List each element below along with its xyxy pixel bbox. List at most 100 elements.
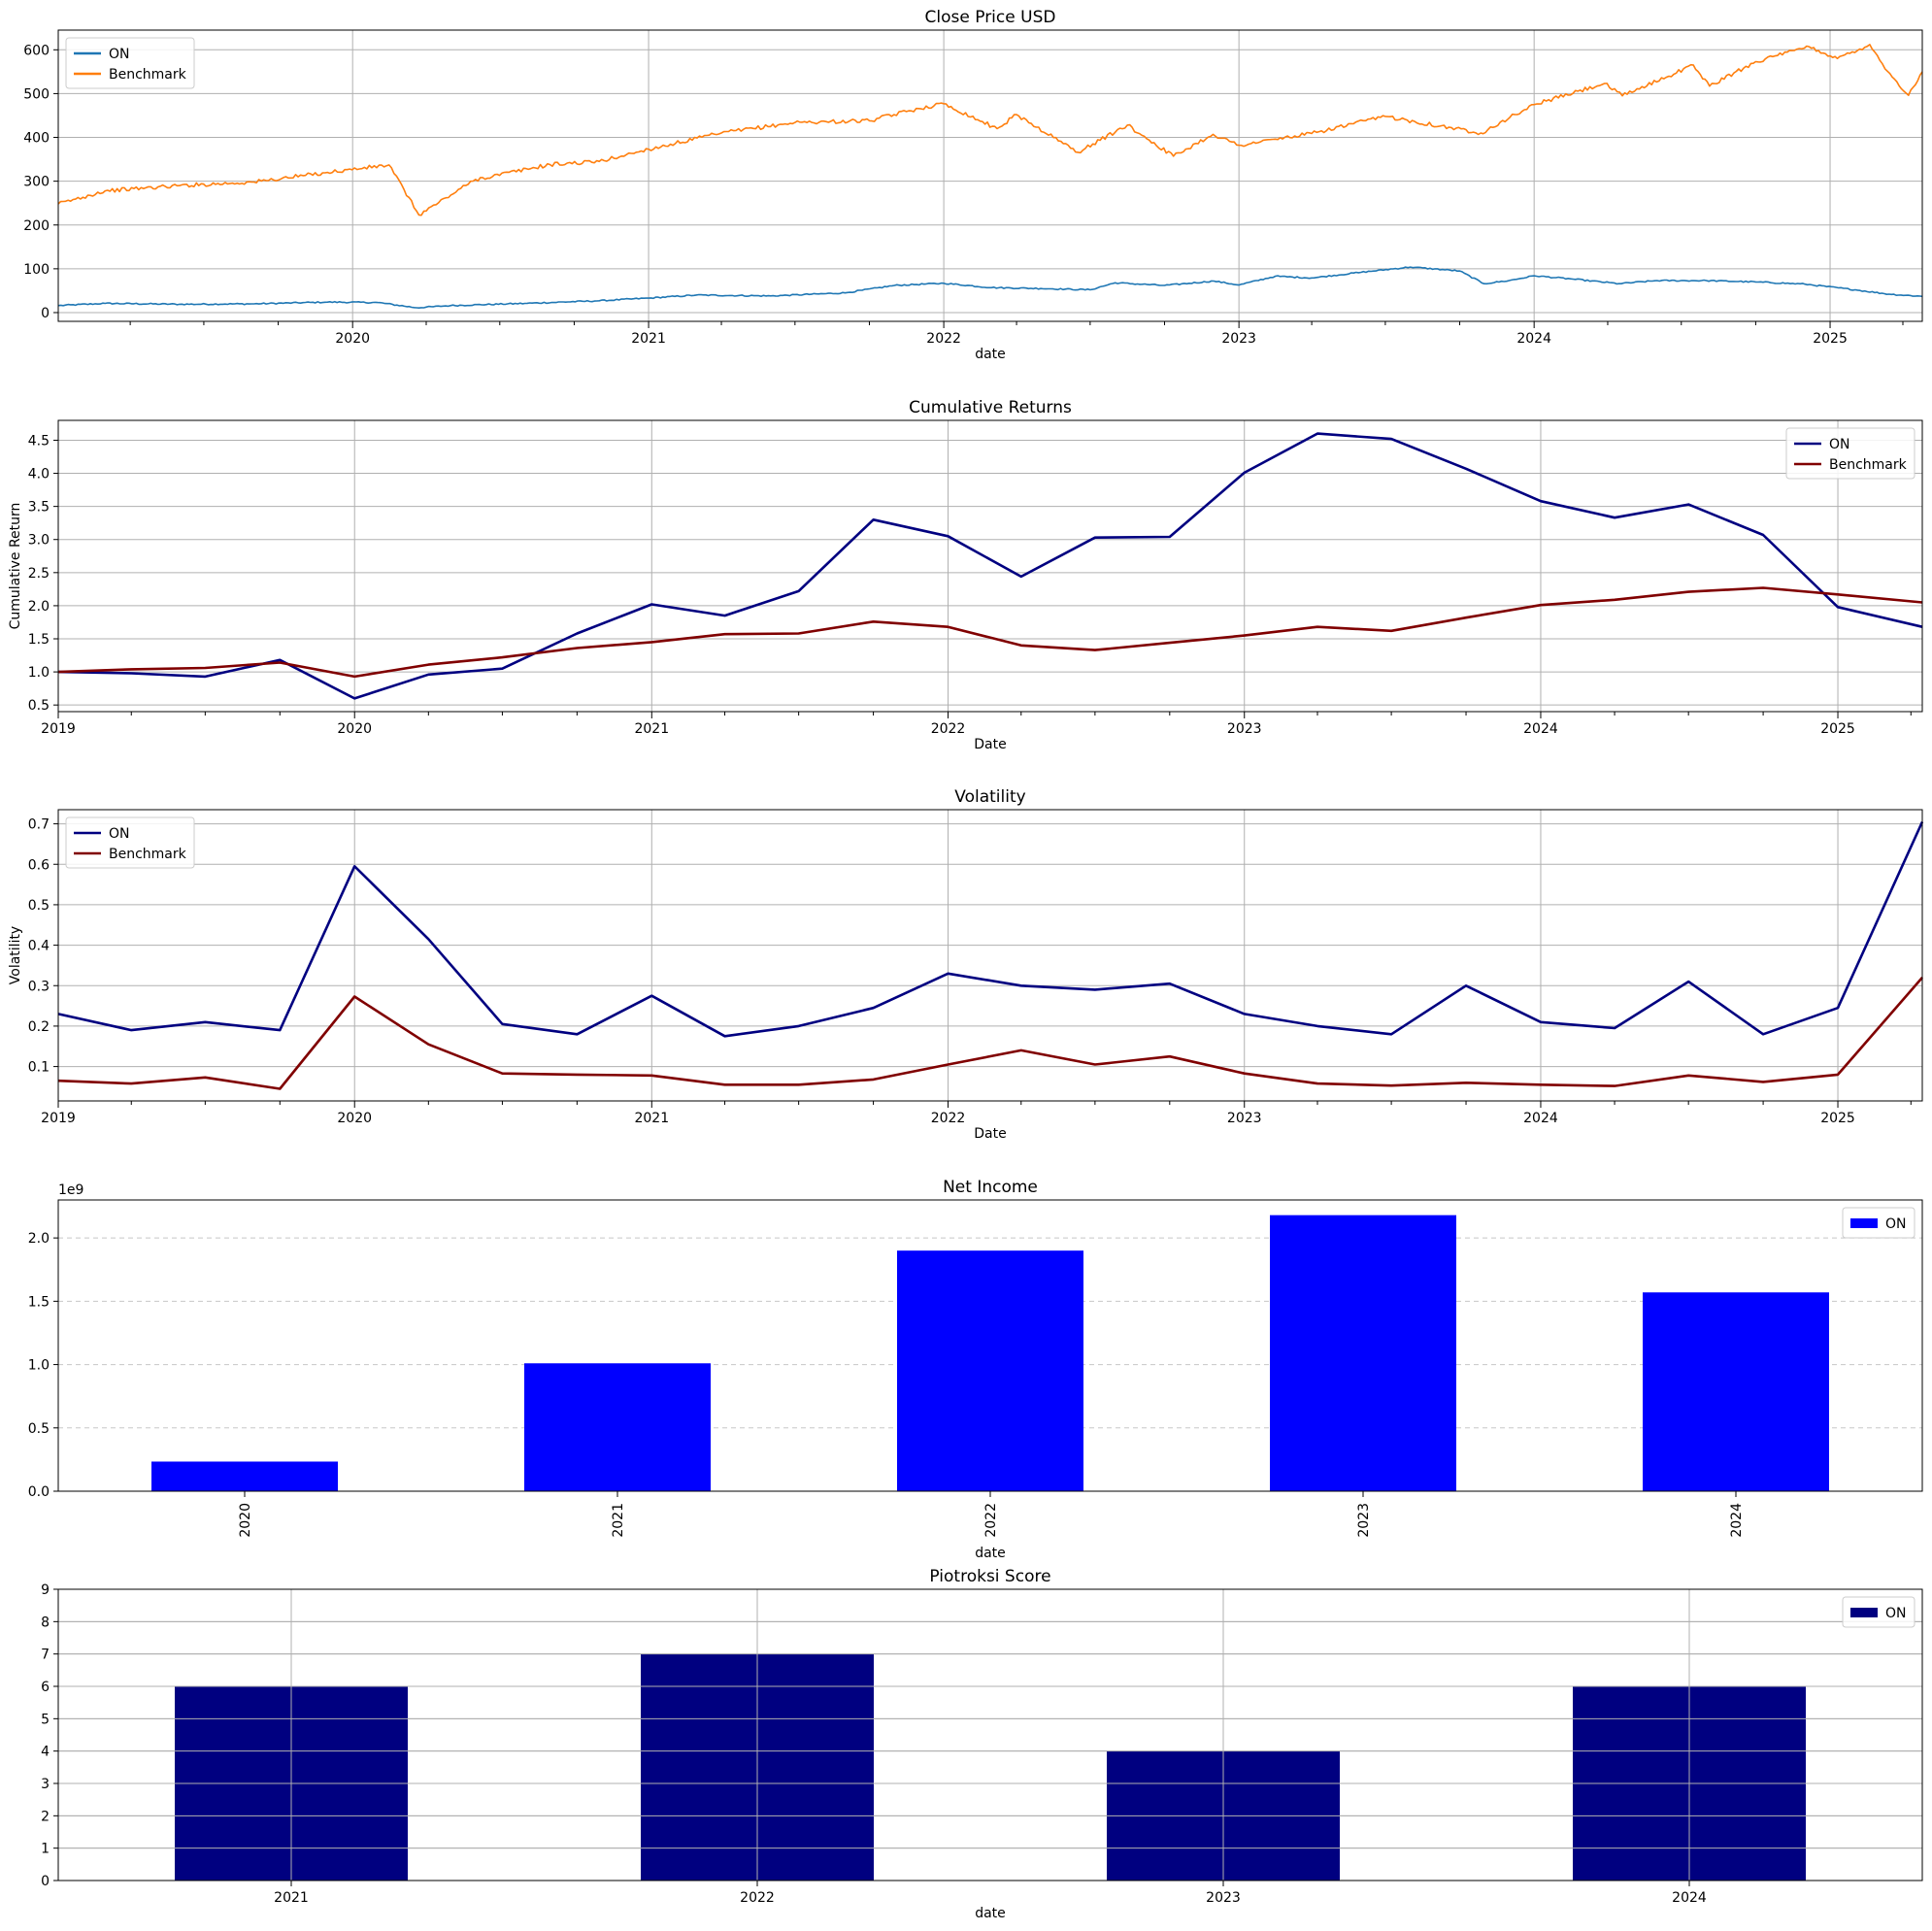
chart-title: Volatility <box>954 787 1025 807</box>
x-axis-label: date <box>975 347 1006 362</box>
y-tick-label: 2.5 <box>28 566 50 582</box>
series-line-benchmark <box>57 586 1923 679</box>
chart-title: Close Price USD <box>925 8 1056 27</box>
bar <box>524 1363 711 1491</box>
x-tick-label: 2025 <box>1820 721 1855 737</box>
legend: ON <box>1842 1596 1915 1628</box>
bar <box>1270 1215 1456 1491</box>
legend-box <box>1842 1596 1915 1628</box>
chart-net-income: 0.0 0.5 1.0 1.5 2.0 2020 2021 2022 2023 2024 1e9 ON… <box>28 1178 1923 1561</box>
chart-title: Piotroksi Score <box>929 1567 1050 1586</box>
y-tick-label: 0.1 <box>28 1060 50 1076</box>
x-tick-label: 2024 <box>1729 1503 1745 1538</box>
legend-label: ON <box>109 47 130 62</box>
y-tick-label: 0.0 <box>28 1484 50 1500</box>
y-tick-label: 0.4 <box>28 939 50 954</box>
x-tick-label: 2023 <box>1221 331 1256 347</box>
x-axis-label: date <box>975 1546 1006 1561</box>
x-tick-label: 2021 <box>611 1503 626 1538</box>
y-tick-label: 2 <box>41 1809 50 1824</box>
legend-label: Benchmark <box>109 67 187 83</box>
y-tick-label: 1.5 <box>28 632 50 648</box>
x-tick-label: 2020 <box>238 1503 253 1538</box>
y-tick-label: 200 <box>23 218 50 234</box>
y-tick-label: 2.0 <box>28 1231 50 1247</box>
x-tick-label: 2024 <box>1523 721 1558 737</box>
x-tick-label: 2023 <box>1227 1111 1262 1126</box>
x-tick-label: 2024 <box>1523 1111 1558 1126</box>
y-tick-label: 600 <box>23 43 50 58</box>
x-tick-label: 2022 <box>983 1503 999 1538</box>
x-axis-label: Date <box>974 1126 1006 1142</box>
series-line-on <box>57 432 1923 700</box>
legend: ON <box>1842 1207 1915 1239</box>
y-tick-label: 0 <box>41 1874 50 1889</box>
legend-box <box>1785 427 1915 480</box>
legend-box <box>1842 1207 1915 1239</box>
bar <box>151 1461 338 1491</box>
x-tick-label: 2019 <box>41 1111 76 1126</box>
legend-label: Benchmark <box>1829 457 1908 473</box>
legend-label: ON <box>1885 1216 1907 1232</box>
x-tick-label: 2023 <box>1206 1890 1241 1906</box>
axes-frame <box>57 29 1923 322</box>
y-tick-label: 1 <box>41 1842 50 1857</box>
legend-box <box>65 816 195 869</box>
y-tick-label: 0.5 <box>28 698 50 714</box>
x-tick-label: 2022 <box>931 721 966 737</box>
legend-label: Benchmark <box>109 847 187 862</box>
chart-volatility: 0.1 0.2 0.3 0.4 0.5 0.6 0.7 2019 2020 2021 2022 202… <box>8 787 1924 1142</box>
legend: ON Benchmark <box>65 37 195 89</box>
x-tick-label: 2021 <box>274 1890 309 1906</box>
legend-swatch <box>1850 1218 1878 1228</box>
y-axis-label: Volatility <box>8 926 23 984</box>
y-tick-label: 4.0 <box>28 467 50 483</box>
chart-cumulative-returns: 0.5 1.0 1.5 2.0 2.5 3.0 3.5 4.0 4.5 2019 2020 2021 2… <box>8 398 1923 752</box>
x-tick-label: 2021 <box>634 721 669 737</box>
y-tick-label: 5 <box>41 1712 50 1727</box>
legend-label: ON <box>109 826 130 842</box>
x-tick-label: 2021 <box>631 331 666 347</box>
y-tick-label: 100 <box>23 262 50 278</box>
x-tick-label: 2024 <box>1672 1890 1707 1906</box>
y-tick-label: 4.5 <box>28 433 50 449</box>
chart-title: Cumulative Returns <box>909 398 1072 417</box>
x-tick-label: 2020 <box>335 331 370 347</box>
x-tick-label: 2023 <box>1356 1503 1372 1538</box>
y-tick-label: 0.3 <box>28 979 50 994</box>
x-axis-label: date <box>975 1906 1006 1921</box>
legend: ON Benchmark <box>65 816 195 869</box>
x-tick-label: 2022 <box>740 1890 775 1906</box>
y-tick-label: 7 <box>41 1648 50 1663</box>
legend: ON Benchmark <box>1785 427 1915 480</box>
y-tick-label: 1.0 <box>28 1358 50 1374</box>
y-tick-label: 0.2 <box>28 1019 50 1035</box>
chart-piotroksi-score: 0 1 2 3 4 5 6 7 8 9 2021 2022 2023 2024 ON Piotroksi Sc… <box>41 1567 1923 1921</box>
chart-title: Net Income <box>943 1178 1038 1197</box>
x-axis-label: Date <box>974 737 1006 752</box>
x-tick-label: 2021 <box>634 1111 669 1126</box>
y-tick-label: 1.5 <box>28 1294 50 1310</box>
y-tick-label: 6 <box>41 1680 50 1695</box>
x-tick-label: 2025 <box>1820 1111 1855 1126</box>
x-tick-label: 2022 <box>926 331 961 347</box>
series-line-benchmark <box>57 977 1923 1090</box>
axes-frame <box>57 419 1923 713</box>
legend-label: ON <box>1829 437 1850 452</box>
x-tick-label: 2025 <box>1813 331 1848 347</box>
y-tick-label: 0.5 <box>28 898 50 914</box>
y-tick-label: 300 <box>23 175 50 190</box>
series-line-on <box>57 820 1924 1038</box>
series-line-benchmark <box>57 44 1923 216</box>
axes-frame <box>57 809 1923 1102</box>
y-tick-label: 500 <box>23 86 50 102</box>
x-tick-label: 2020 <box>337 1111 372 1126</box>
y-axis-label: Cumulative Return <box>8 503 23 630</box>
legend-swatch <box>1850 1608 1878 1617</box>
y-scale-label: 1e9 <box>58 1182 83 1198</box>
axes-frame <box>57 1199 1923 1492</box>
y-tick-label: 3.0 <box>28 533 50 549</box>
y-tick-label: 0 <box>41 306 50 321</box>
x-tick-label: 2023 <box>1227 721 1262 737</box>
